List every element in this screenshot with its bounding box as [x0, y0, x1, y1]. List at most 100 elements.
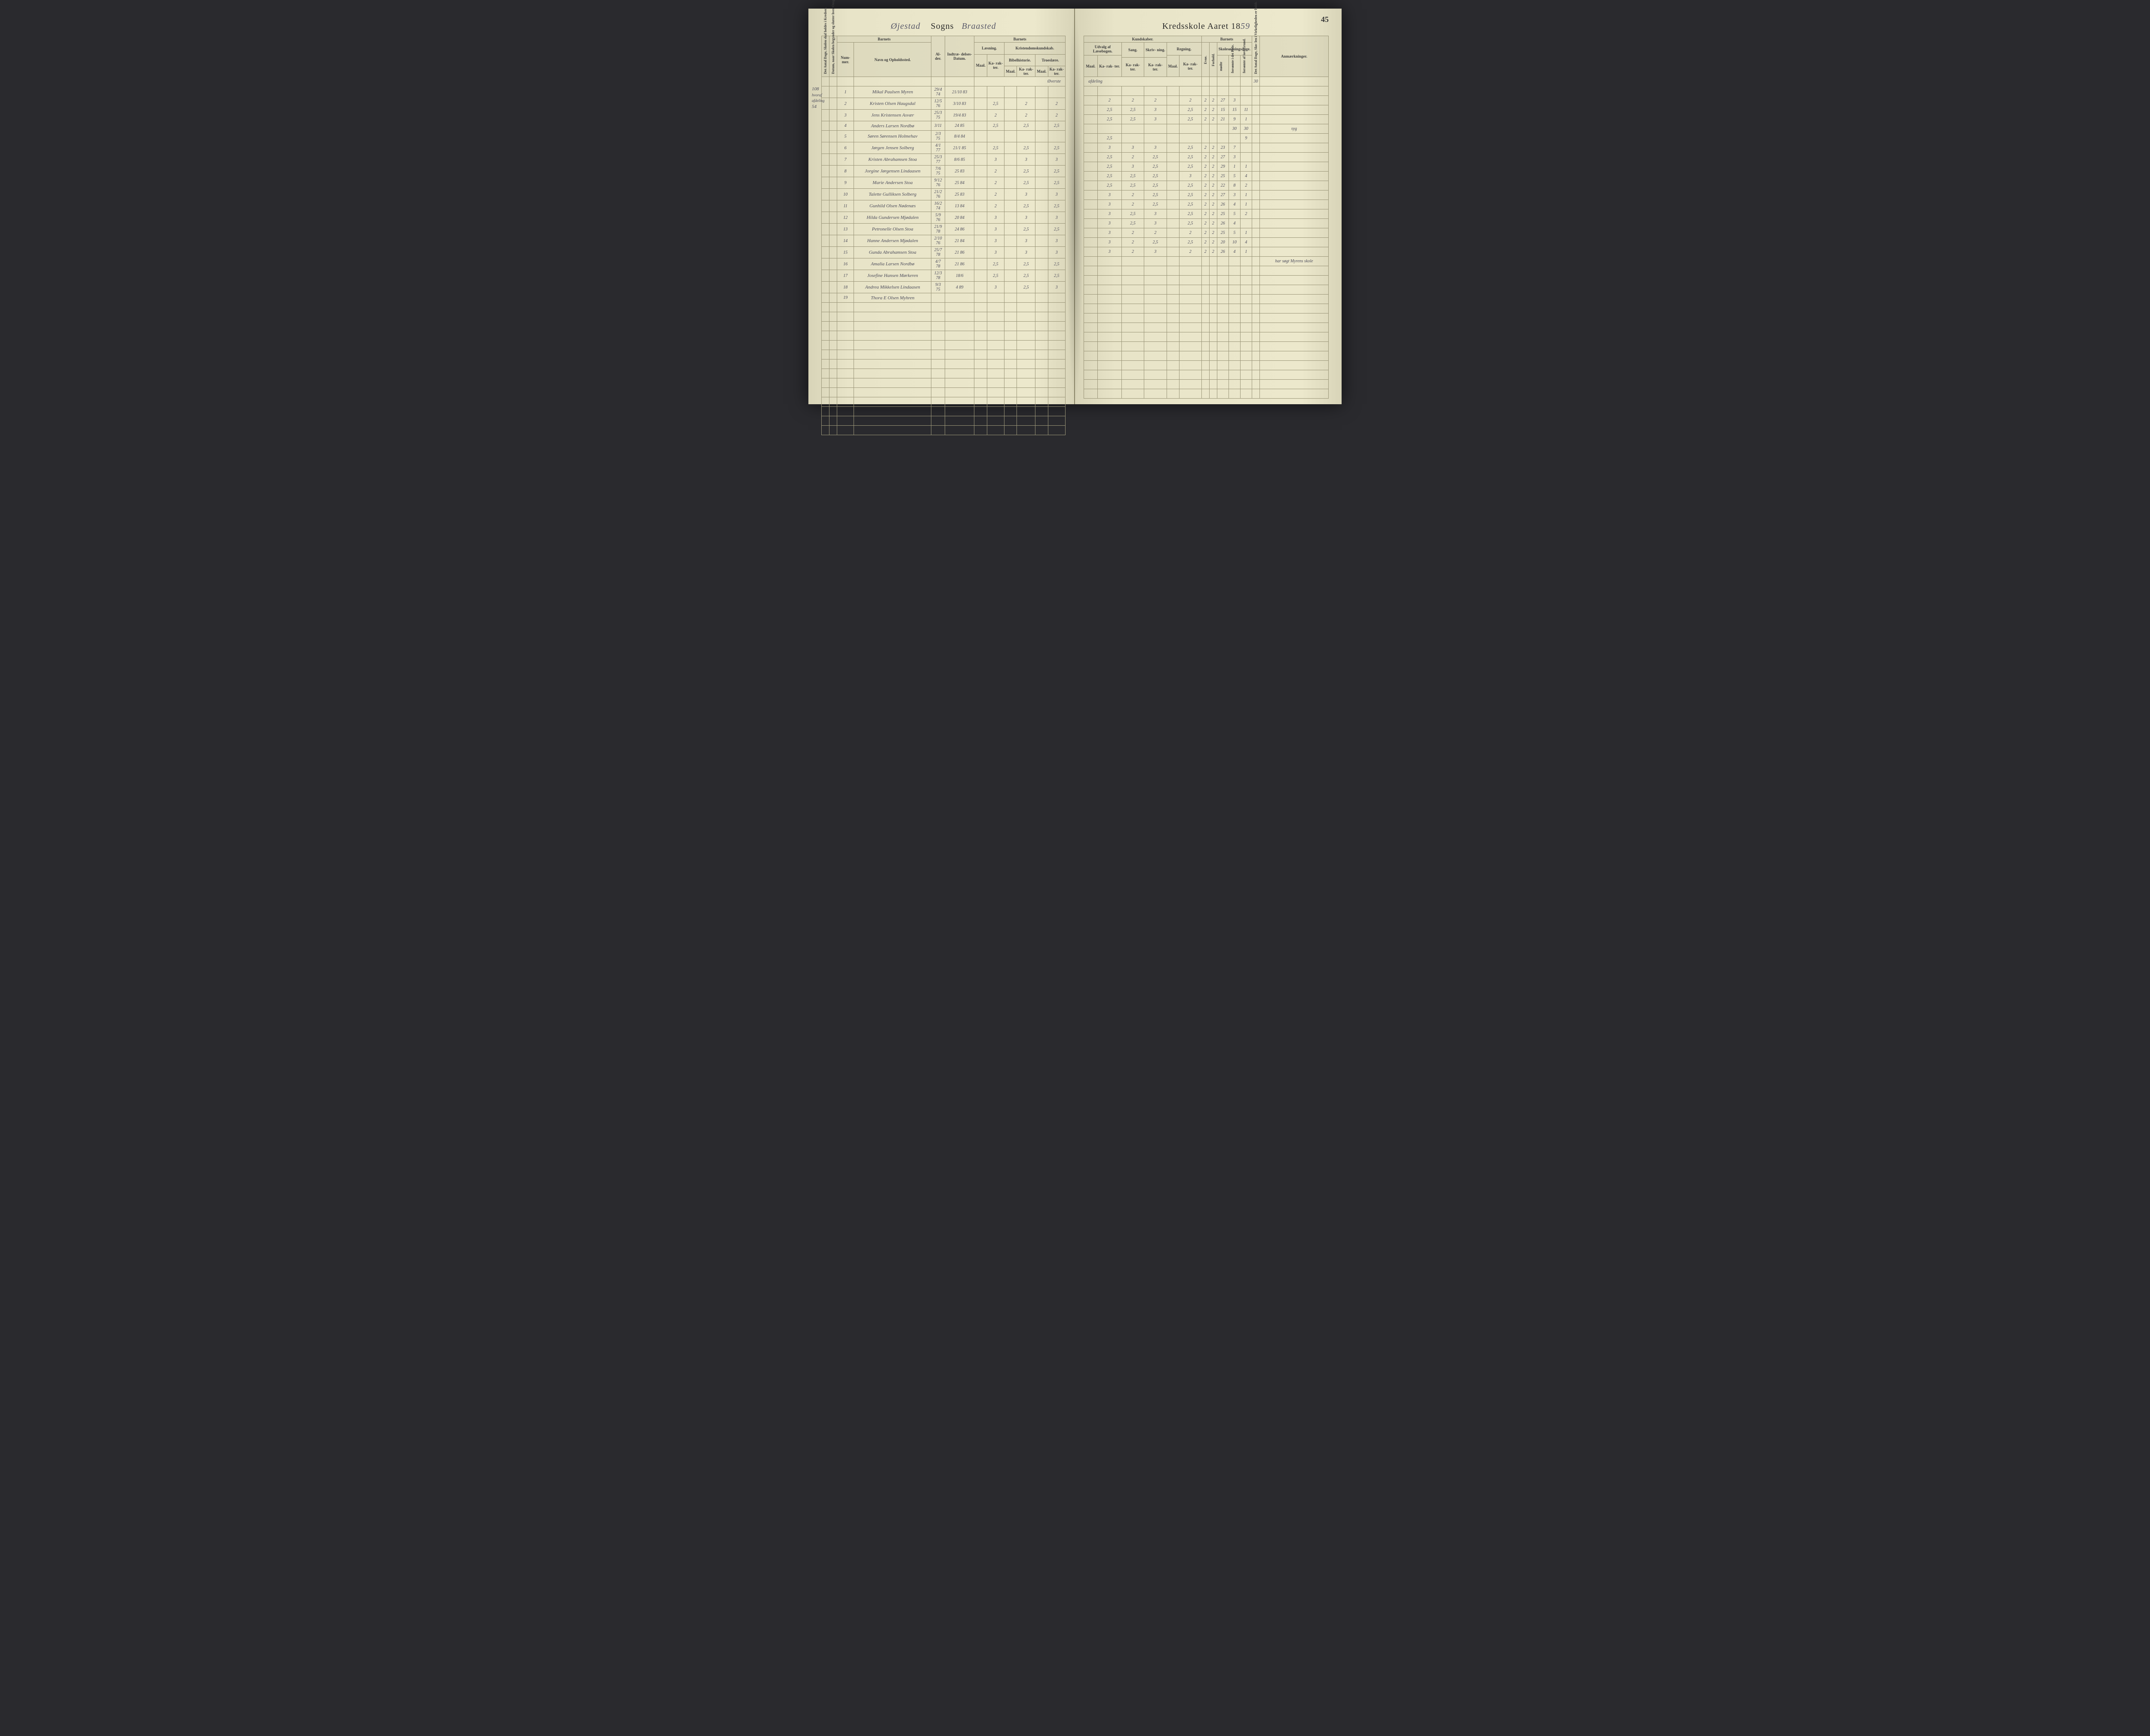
row-ind: 21/10 83	[945, 86, 974, 98]
row-ind: 18/6	[945, 270, 974, 282]
table-row: 2,532,52,5222911	[1084, 162, 1329, 172]
row-alder: 21/9 78	[931, 224, 945, 235]
row-alder: 25/3 75	[931, 110, 945, 121]
table-row: har søgt Myrens skole	[1084, 257, 1329, 266]
table-row: 222222273	[1084, 96, 1329, 105]
table-row: 16Amalia Larsen Nordbø4/7 7821 862,52,52…	[822, 258, 1066, 270]
page-number: 45	[1321, 15, 1329, 24]
title-kredsskole: Kredsskole Aaret 18	[1162, 22, 1241, 31]
table-row: 14Hanne Andersen Mjødalen2/10 7621 84333	[822, 235, 1066, 247]
row-num: 13	[837, 224, 854, 235]
margin-afdeling: afdeling	[812, 98, 825, 104]
title-kreds-hw: Braasted	[961, 22, 996, 31]
table-row: 2,52,532,5222191	[1084, 115, 1329, 124]
hdr-alder: Al- der.	[931, 36, 945, 77]
hdr-u-maal: Maal.	[1084, 55, 1098, 77]
hdr-antal-virk: Det Antal Dage, Sko- len i Virkeligheden…	[1253, 37, 1258, 76]
row-name: Amalia Larsen Nordbø	[854, 258, 931, 270]
row-remarks	[1260, 200, 1329, 209]
hdr-kundskaber: Kundskaber.	[1084, 36, 1202, 43]
row-ind: 13 84	[945, 200, 974, 212]
title-year-hw: 59	[1241, 22, 1250, 31]
row-num: 3	[837, 110, 854, 121]
row-remarks	[1260, 219, 1329, 228]
title-right: Kredsskole Aaret 1859	[1084, 22, 1329, 31]
table-row: 5Søren Sørensen Holmehav2/3 758/4 84	[822, 131, 1066, 142]
row-remarks	[1260, 190, 1329, 200]
row-alder: 4/7 78	[931, 258, 945, 270]
hdr-barnets2: Barnets	[974, 36, 1066, 43]
row-num: 4	[837, 121, 854, 131]
row-alder: 12/3 78	[931, 270, 945, 282]
table-row: 322,52,5222731	[1084, 190, 1329, 200]
title-sogns: Sogns	[931, 22, 954, 31]
hdr-indtr: Indtræ- delses- Datum.	[945, 36, 974, 77]
hdr-regning: Regning.	[1167, 43, 1201, 55]
hdr-antal-dage: Det Antal Dage, Skolen skal holdes i Kre…	[823, 37, 828, 76]
row-ind: 24 86	[945, 224, 974, 235]
margin-note: 108 hvoraf afdeling 54	[812, 86, 825, 110]
row-ind: 21 86	[945, 258, 974, 270]
row-num: 5	[837, 131, 854, 142]
row-num: 1	[837, 86, 854, 98]
row-alder: 9/3 75	[931, 282, 945, 293]
table-row: 19Thora E Olsen Myhren	[822, 293, 1066, 303]
table-row: 3Jens Kristensen Asvær25/3 7519/4 83222	[822, 110, 1066, 121]
ledger-book: 108 hvoraf afdeling 54 Øjestad Sogns Bra…	[808, 9, 1342, 404]
table-row: 1Mikal Paulsen Myren29/4 7421/10 83	[822, 86, 1066, 98]
row-name: Gunhild Olsen Nødenæs	[854, 200, 931, 212]
table-row: 13Petronelle Olsen Stoa21/9 7824 8632,52…	[822, 224, 1066, 235]
hdr-sk-kar: Ka- rak- ter.	[1144, 58, 1167, 77]
row-num: 8	[837, 166, 854, 177]
row-name: Jorgine Jørgensen Lindaasen	[854, 166, 931, 177]
table-row: 6Jørgen Jensen Solberg4/1 7721/1 852,52,…	[822, 142, 1066, 154]
hdr-udvalg: Udvalg af Læsebogen.	[1084, 43, 1122, 55]
row-name: Anders Larsen Nordbø	[854, 121, 931, 131]
hdr-kristendom: Kristendomskundskab.	[1004, 43, 1066, 55]
row-name: Andrea Mikkelsen Lindaasen	[854, 282, 931, 293]
row-alder: 5/9 76	[931, 212, 945, 224]
title-sogn-hw: Øjestad	[891, 22, 920, 31]
row-alder: 4/1 77	[931, 142, 945, 154]
table-row: 2,59	[1084, 134, 1329, 143]
row-alder: 3/11	[931, 121, 945, 131]
row-ind: 21 84	[945, 235, 974, 247]
row-remarks	[1260, 228, 1329, 238]
row-name: Søren Sørensen Holmehav	[854, 131, 931, 142]
hdr-t-maal: Maal.	[1035, 66, 1048, 77]
row-name: Talette Gulliksen Solberg	[854, 189, 931, 200]
ledger-table-right: Kundskaber. Barnets Det Antal Dage, Sko-…	[1084, 36, 1329, 399]
row-alder: 25/7 78	[931, 247, 945, 258]
table-row	[1084, 86, 1329, 96]
table-row: 322,52,52220104	[1084, 238, 1329, 247]
row-ind: 8/4 84	[945, 131, 974, 142]
row-alder: 25/3 77	[931, 154, 945, 166]
row-remarks	[1260, 143, 1329, 153]
row-num: 6	[837, 142, 854, 154]
hdr-anm: Anmærkninger.	[1260, 36, 1329, 77]
row-remarks	[1260, 238, 1329, 247]
right-page: 45 Kredsskole Aaret 1859 Kundskaber. Bar…	[1075, 9, 1342, 404]
row-name: Marie Andersen Stoa	[854, 177, 931, 189]
ledger-table-left: Det Antal Dage, Skolen skal holdes i Kre…	[821, 36, 1066, 435]
row-num: 7	[837, 154, 854, 166]
row-alder: 7/6 75	[931, 166, 945, 177]
row-ind: 21/1 85	[945, 142, 974, 154]
row-alder: 2/10 76	[931, 235, 945, 247]
row-ind: 25 83	[945, 189, 974, 200]
row-alder: 9/12 76	[931, 177, 945, 189]
row-num: 14	[837, 235, 854, 247]
table-row: 3030syg	[1084, 124, 1329, 134]
row-remarks	[1260, 134, 1329, 143]
row-num: 19	[837, 293, 854, 303]
row-alder: 12/5 76	[931, 98, 945, 110]
row-remarks	[1260, 209, 1329, 219]
hdr-nummer: Num- mer.	[837, 43, 854, 77]
row-num: 11	[837, 200, 854, 212]
hdr-sang: Sang.	[1121, 43, 1144, 58]
row-num: 2	[837, 98, 854, 110]
hdr-datum: Datum, naar Skolen begynder og slutter h…	[831, 37, 835, 76]
table-row: 9Marie Andersen Stoa9/12 7625 8422,52,5	[822, 177, 1066, 189]
row-remarks	[1260, 115, 1329, 124]
row-ind: 25 84	[945, 177, 974, 189]
